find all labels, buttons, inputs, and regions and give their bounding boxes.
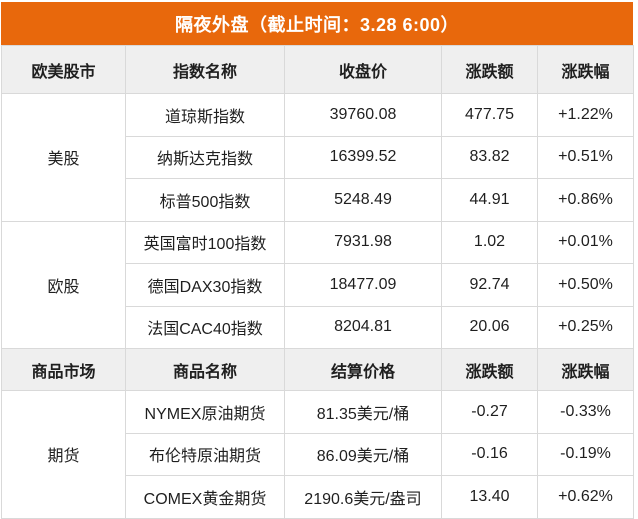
col-header-change: 涨跌额: [441, 45, 538, 94]
change-cell: 92.74: [441, 263, 538, 307]
price-cell: 81.35美元/桶: [284, 390, 442, 434]
name-cell: 布伦特原油期货: [125, 432, 285, 476]
name-cell: 道琼斯指数: [125, 93, 285, 137]
table-row: 布伦特原油期货 86.09美元/桶 -0.16 -0.19%: [2, 432, 634, 476]
pct-cell: -0.19%: [537, 432, 634, 476]
group-cell-us-stocks: 美股: [1, 93, 126, 222]
change-cell: 477.75: [441, 93, 538, 137]
table-row: 美股 道琼斯指数 39760.08 477.75 +1.22%: [1, 93, 634, 222]
price-cell: 8204.81: [284, 305, 442, 349]
pct-cell: +0.01%: [537, 220, 634, 264]
change-cell: 1.02: [441, 220, 538, 264]
price-cell: 2190.6美元/盎司: [284, 475, 442, 519]
pct-cell: +1.22%: [537, 93, 634, 137]
group-cell-futures: 期货: [1, 390, 126, 519]
name-cell: 法国CAC40指数: [125, 305, 285, 349]
name-cell: 标普500指数: [125, 178, 285, 222]
col-header-market: 欧美股市: [1, 45, 126, 94]
name-cell: COMEX黄金期货: [125, 475, 285, 519]
col-header-name: 指数名称: [125, 45, 285, 94]
pct-cell: +0.51%: [537, 135, 634, 179]
col-header-price: 收盘价: [284, 45, 442, 94]
table-row: 欧股 英国富时100指数 7931.98 1.02 +0.01%: [1, 220, 634, 349]
pct-cell: -0.33%: [537, 390, 634, 434]
name-cell: 英国富时100指数: [125, 220, 285, 264]
pct-cell: +0.50%: [537, 263, 634, 307]
title-bar: 隔夜外盘（截止时间：3.28 6:00）: [1, 2, 633, 45]
change-cell: 44.91: [441, 178, 538, 222]
table-row: 德国DAX30指数 18477.09 92.74 +0.50%: [2, 263, 634, 307]
commodity-header-row: 商品市场 商品名称 结算价格 涨跌额 涨跌幅: [1, 348, 634, 391]
stock-header-row: 欧美股市 指数名称 收盘价 涨跌额 涨跌幅: [1, 45, 634, 94]
name-cell: 纳斯达克指数: [125, 135, 285, 179]
price-cell: 16399.52: [284, 135, 442, 179]
name-cell: 德国DAX30指数: [125, 263, 285, 307]
pct-cell: +0.25%: [537, 305, 634, 349]
name-cell: NYMEX原油期货: [125, 390, 285, 434]
price-cell: 39760.08: [284, 93, 442, 137]
pct-cell: +0.62%: [537, 475, 634, 519]
change-cell: 20.06: [441, 305, 538, 349]
markets-table: 欧美股市 指数名称 收盘价 涨跌额 涨跌幅 美股 道琼斯指数 39760.08 …: [1, 45, 634, 519]
table-row: 标普500指数 5248.49 44.91 +0.86%: [2, 178, 634, 222]
pct-cell: +0.86%: [537, 178, 634, 222]
col-header-pct: 涨跌幅: [537, 348, 634, 391]
price-cell: 5248.49: [284, 178, 442, 222]
price-cell: 18477.09: [284, 263, 442, 307]
col-header-pct: 涨跌幅: [537, 45, 634, 94]
price-cell: 7931.98: [284, 220, 442, 264]
page-title: 隔夜外盘（截止时间：3.28 6:00）: [174, 14, 460, 35]
price-cell: 86.09美元/桶: [284, 432, 442, 476]
change-cell: -0.16: [441, 432, 538, 476]
table-row: 期货 NYMEX原油期货 81.35美元/桶 -0.27 -0.33%: [1, 390, 634, 519]
col-header-commodity-market: 商品市场: [1, 348, 126, 391]
table-row: 纳斯达克指数 16399.52 83.82 +0.51%: [2, 135, 634, 179]
col-header-commodity-name: 商品名称: [125, 348, 285, 391]
change-cell: -0.27: [441, 390, 538, 434]
group-cell-eu-stocks: 欧股: [1, 220, 126, 349]
change-cell: 13.40: [441, 475, 538, 519]
table-row: 法国CAC40指数 8204.81 20.06 +0.25%: [2, 305, 634, 349]
table-row: COMEX黄金期货 2190.6美元/盎司 13.40 +0.62%: [2, 475, 634, 519]
col-header-settlement-price: 结算价格: [284, 348, 442, 391]
change-cell: 83.82: [441, 135, 538, 179]
col-header-change: 涨跌额: [441, 348, 538, 391]
